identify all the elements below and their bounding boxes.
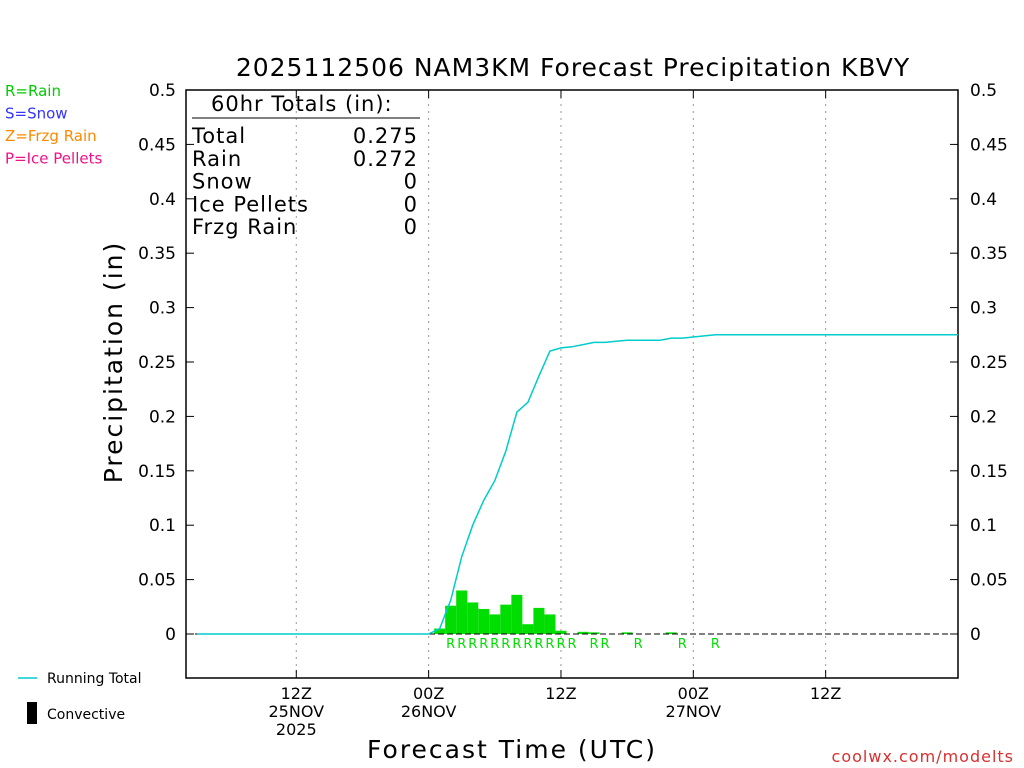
precip-type-label: R (446, 637, 455, 652)
y-tick-label: 0.45 (138, 135, 176, 155)
x-tick-label: 2025 (276, 720, 317, 739)
y-tick-label: 0 (165, 625, 176, 645)
y-tick-label-right: 0.45 (970, 135, 1008, 155)
precip-type-label: R (534, 637, 543, 652)
type-legend-item: P=Ice Pellets (5, 150, 102, 168)
precip-bar (533, 607, 545, 634)
y-tick-label-right: 0.25 (970, 353, 1008, 373)
precip-bar (456, 590, 468, 634)
precip-type-legend: R=Rain S=Snow Z=Frzg Rain P=Ice Pellets (5, 82, 102, 168)
x-tick-label: 12Z (545, 684, 576, 703)
totals-row-label: Frzg Rain (192, 215, 297, 239)
totals-row-value: 0 (404, 215, 418, 239)
y-tick-label-right: 0.15 (970, 462, 1008, 482)
precip-type-label: R (711, 637, 720, 652)
y-tick-label-right: 0.2 (970, 407, 997, 427)
hourly-precip-bars (434, 590, 677, 634)
totals-heading: 60hr Totals (in): (211, 92, 393, 116)
precip-type-label: R (457, 637, 466, 652)
precip-bar (489, 614, 501, 634)
y-axis-left: 0 0.05 0.1 0.15 0.2 0.25 0.3 0.35 0.4 0.45 0.5 (138, 81, 194, 645)
grid-lines (295, 90, 827, 678)
type-legend-item: Z=Frzg Rain (5, 127, 97, 145)
running-total-line (197, 334, 958, 635)
precip-type-label: R (601, 637, 610, 652)
y-tick-label: 0.35 (138, 244, 176, 264)
y-tick-label-right: 0.3 (970, 299, 997, 319)
x-tick-label: 12Z (281, 684, 312, 703)
type-legend-item: S=Snow (5, 105, 68, 123)
y-axis-right: 0 0.05 0.1 0.15 0.2 0.25 0.3 0.35 0.4 0.45 0.5 (950, 81, 1008, 645)
y-tick-label-right: 0 (970, 625, 981, 645)
precip-type-label: R (634, 637, 643, 652)
totals-row-value: 0.275 (353, 124, 418, 148)
totals-row-label: Ice Pellets (192, 192, 309, 216)
precip-bar (445, 605, 457, 634)
precip-bar (478, 608, 490, 634)
precip-type-label: R (567, 637, 576, 652)
precip-type-label: R (479, 637, 488, 652)
precip-type-label: R (590, 637, 599, 652)
totals-row-value: 0 (404, 192, 418, 216)
y-tick-label: 0.2 (149, 407, 176, 427)
watermark: coolwx.com/modelts (832, 747, 1014, 766)
series-legend-label: Running Total (47, 671, 142, 687)
precip-type-label: R (501, 637, 510, 652)
x-tick-label: 26NOV (401, 702, 457, 721)
precip-bar (577, 631, 589, 634)
y-tick-label: 0.4 (149, 190, 176, 210)
precip-bar (665, 632, 677, 634)
precip-bar (434, 628, 446, 634)
totals-row-value: 0 (404, 170, 418, 194)
convective-legend-swatch (27, 702, 37, 724)
y-tick-label: 0.05 (138, 571, 176, 591)
plot-frame (185, 89, 959, 679)
y-tick-label: 0.15 (138, 462, 176, 482)
x-tick-label: 25NOV (268, 702, 324, 721)
y-axis-label: Precipitation (in) (99, 241, 128, 484)
x-tick-label: 27NOV (666, 702, 722, 721)
precip-bar (588, 632, 600, 634)
precip-bar (500, 604, 512, 634)
totals-row-label: Total (191, 124, 246, 148)
precip-bar (555, 630, 567, 634)
y-tick-label-right: 0.1 (970, 516, 997, 536)
precip-type-label: R (512, 637, 521, 652)
precip-bar (522, 624, 534, 634)
y-tick-label: 0.25 (138, 353, 176, 373)
y-tick-label-right: 0.4 (970, 190, 997, 210)
precip-bar (467, 602, 479, 634)
precip-type-label: R (545, 637, 554, 652)
x-tick-label: 00Z (678, 684, 709, 703)
series-legend: Running Total Convective (18, 671, 142, 724)
y-tick-label-right: 0.5 (970, 81, 997, 101)
precip-bar (544, 614, 556, 634)
precip-bar (511, 594, 523, 634)
precip-type-label: R (678, 637, 687, 652)
y-tick-label-right: 0.35 (970, 244, 1008, 264)
y-tick-label: 0.5 (149, 81, 176, 101)
precip-bar (621, 632, 633, 634)
x-tick-label: 00Z (413, 684, 444, 703)
chart-title: 2025112506 NAM3KM Forecast Precipitation… (236, 53, 910, 82)
precip-type-label: R (556, 637, 565, 652)
y-tick-label-right: 0.05 (970, 571, 1008, 591)
type-legend-item: R=Rain (5, 82, 61, 100)
x-tick-label: 12Z (810, 684, 841, 703)
precip-type-label: R (523, 637, 532, 652)
series-legend-label: Convective (47, 707, 125, 723)
totals-row-label: Snow (192, 170, 253, 194)
totals-row-label: Rain (192, 147, 242, 171)
precip-type-label: R (468, 637, 477, 652)
y-tick-label: 0.3 (149, 299, 176, 319)
y-tick-label: 0.1 (149, 516, 176, 536)
totals-row-value: 0.272 (353, 147, 418, 171)
x-axis-label: Forecast Time (UTC) (367, 735, 657, 764)
precip-type-label: R (490, 637, 499, 652)
totals-box: 60hr Totals (in): Total 0.275 Rain 0.272 Snow… (191, 92, 420, 239)
